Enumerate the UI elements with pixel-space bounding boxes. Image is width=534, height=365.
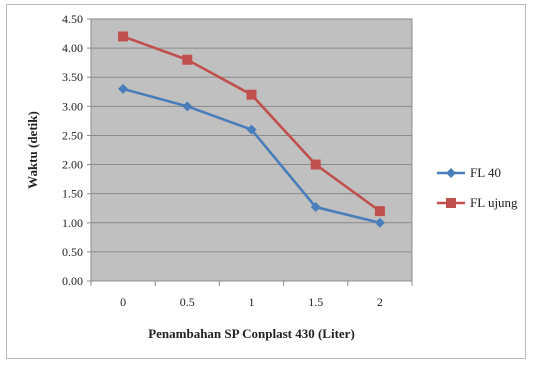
x-tick-label: 0	[120, 295, 126, 309]
y-tick-label: 2.00	[62, 158, 83, 172]
data-point	[310, 202, 321, 213]
y-tick-label: 3.00	[62, 99, 83, 113]
plot-area	[90, 18, 413, 282]
data-point	[182, 54, 193, 65]
x-axis-title: Penambahan SP Conplast 430 (Liter)	[148, 326, 355, 341]
grid-lines	[91, 18, 412, 253]
legend-label: FL 40	[470, 165, 501, 180]
x-tick-label: 1.5	[308, 295, 323, 309]
y-tick-label: 0.00	[62, 274, 83, 288]
data-point	[182, 101, 193, 112]
legend-marker	[446, 168, 456, 178]
line-chart: 0.000.501.001.502.002.503.003.504.004.50…	[25, 12, 518, 341]
data-point	[374, 206, 385, 217]
legend-marker	[446, 198, 456, 208]
y-axis-ticks: 0.00 0.50 1.00 1.50 2.00 2.50 3.00 3.50 4.00 4.50	[62, 12, 91, 288]
y-tick-label: 2.50	[62, 128, 83, 142]
y-tick-label: 0.50	[62, 245, 83, 259]
data-point	[118, 31, 129, 42]
y-tick-label: 4.50	[62, 12, 83, 26]
series-layer	[118, 31, 385, 228]
y-axis-title: Waktu (detik)	[25, 111, 40, 189]
data-point	[118, 83, 129, 94]
chart-frame: 0.00 0.50 1.00 1.50 2.00 2.50 3.00 3.50 4.00 4.50…	[6, 4, 526, 359]
data-point	[310, 159, 321, 170]
y-tick-label: 1.00	[62, 216, 83, 230]
series-1	[118, 83, 385, 228]
y-tick-label: 1.50	[62, 187, 83, 201]
legend: FL 40 FL ujung	[437, 165, 518, 210]
data-point	[246, 89, 257, 100]
series-2	[118, 31, 385, 217]
data-point	[246, 124, 257, 135]
legend-item: FL 40	[437, 165, 501, 180]
x-tick-label: 1	[249, 295, 255, 309]
x-tick-label: 0.5	[180, 295, 195, 309]
y-tick-label: 4.00	[62, 41, 83, 55]
x-tick-label: 2	[377, 295, 383, 309]
legend-label: FL ujung	[470, 195, 518, 210]
data-point	[374, 217, 385, 228]
y-tick-label: 3.50	[62, 70, 83, 84]
legend-item: FL ujung	[437, 195, 518, 210]
x-axis-ticks: 0 0.5 1 1.5 2	[90, 281, 413, 309]
